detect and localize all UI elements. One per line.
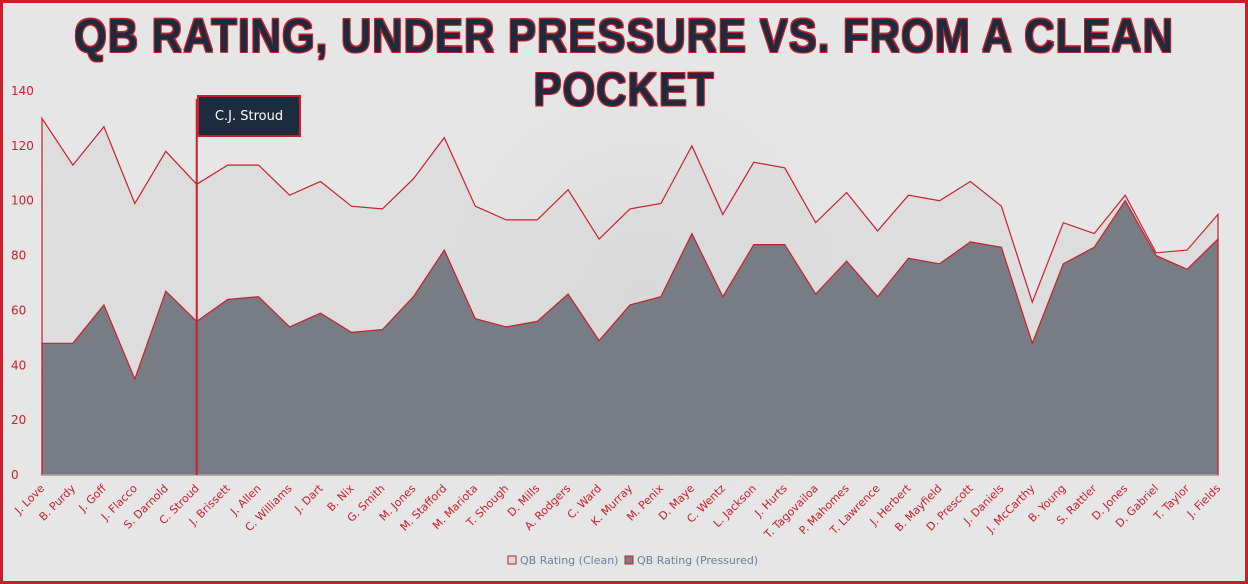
y-tick-label-140: 140 — [11, 84, 34, 98]
y-tick-label-0: 0 — [11, 468, 19, 482]
x-tick-label: J. Fields — [1184, 482, 1223, 521]
chart-title: QB RATING, UNDER PRESSURE VS. FROM A CLE… — [74, 9, 1174, 116]
y-tick-label-40: 40 — [11, 358, 26, 372]
series-area-pressured — [41, 199, 1219, 476]
y-tick-label-20: 20 — [11, 413, 26, 427]
legend-swatch-clean — [507, 555, 517, 565]
y-tick-label-100: 100 — [11, 194, 34, 208]
callout-label: C.J. Stroud — [197, 95, 301, 137]
legend-label-clean: QB Rating (Clean) — [520, 554, 618, 567]
legend-swatch-pressured — [624, 555, 634, 565]
y-tick-label-80: 80 — [11, 249, 26, 263]
legend: QB Rating (Clean) QB Rating (Pressured) — [507, 554, 758, 567]
chart-frame: 0 20 40 60 80 100 120 140 J. Love B. Purdy J. Gof… — [3, 3, 1245, 581]
legend-label-pressured: QB Rating (Pressured) — [637, 554, 758, 567]
y-tick-label-120: 120 — [11, 139, 34, 153]
x-tick-label: J. Dart — [291, 481, 326, 516]
y-tick-label-60: 60 — [11, 303, 26, 317]
